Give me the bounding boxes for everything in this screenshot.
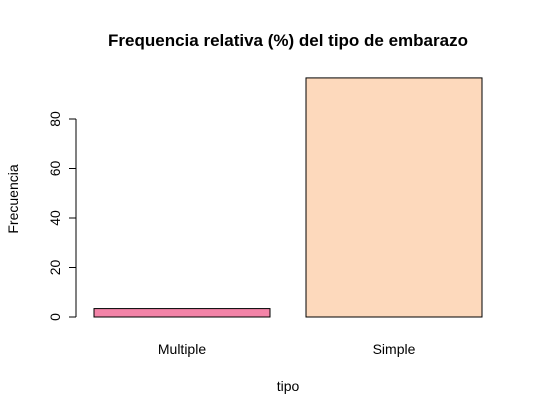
y-tick-label: 0 bbox=[47, 313, 63, 321]
y-tick-label: 40 bbox=[47, 210, 63, 226]
y-tick-label: 80 bbox=[47, 111, 63, 127]
y-axis: 0 20 40 60 80 bbox=[47, 111, 77, 321]
bar-simple bbox=[305, 77, 483, 318]
x-tick-label-simple: Simple bbox=[373, 341, 416, 357]
chart-title: Frequencia relativa (%) del tipo de emba… bbox=[108, 31, 468, 50]
y-axis-label: Frecuencia bbox=[5, 164, 21, 233]
y-tick-label: 60 bbox=[47, 161, 63, 177]
bar-multiple bbox=[93, 308, 271, 318]
x-axis-label: tipo bbox=[277, 378, 300, 394]
bars-group bbox=[93, 77, 483, 318]
x-axis-labels: Multiple Simple bbox=[158, 341, 416, 357]
x-tick-label-multiple: Multiple bbox=[158, 341, 206, 357]
y-tick-label: 20 bbox=[47, 260, 63, 276]
